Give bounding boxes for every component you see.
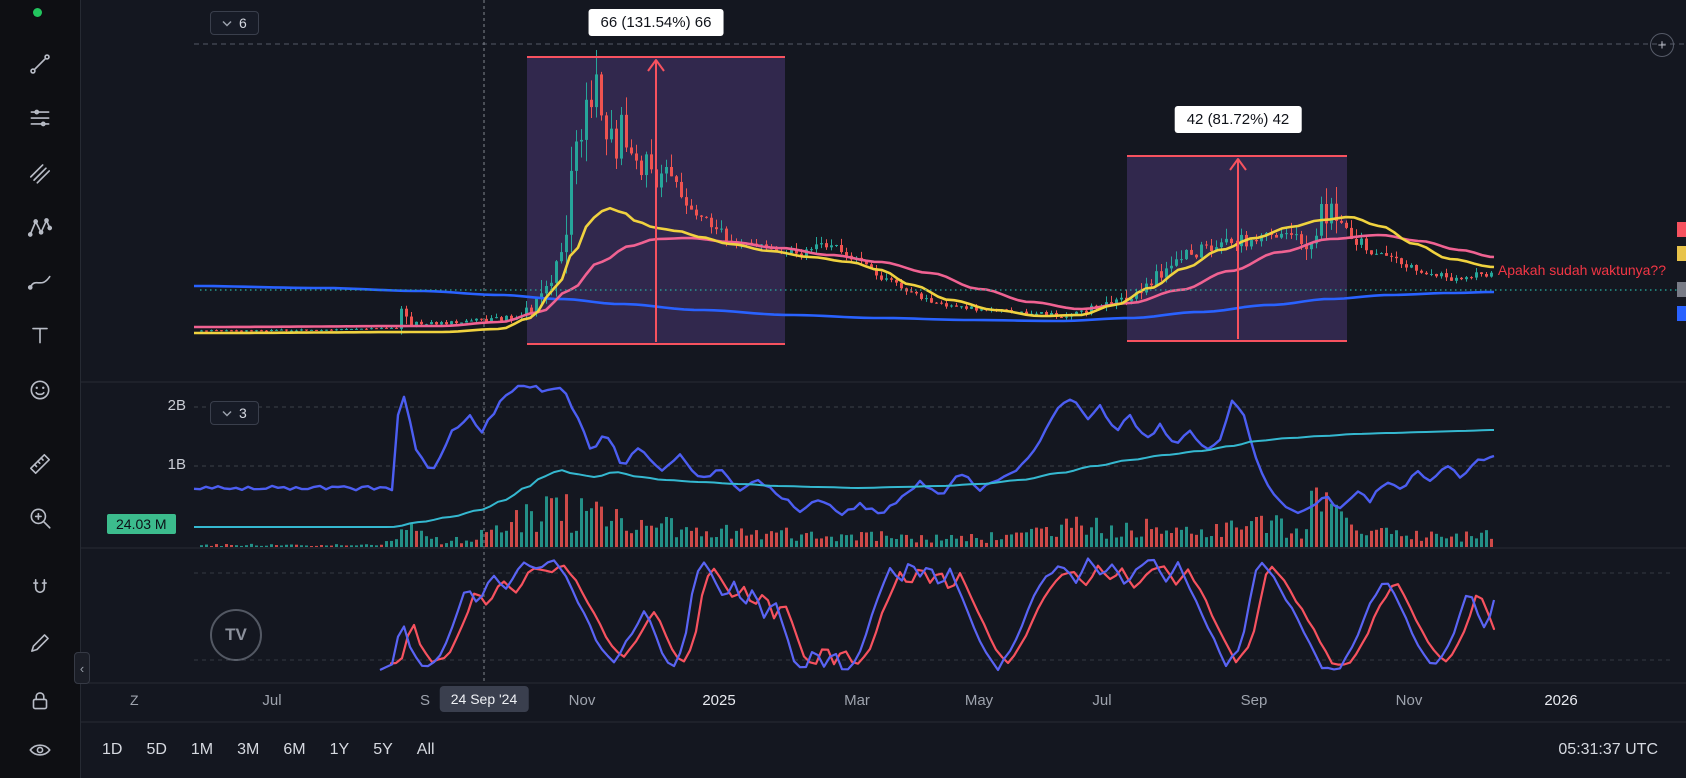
tool-parallel-lines[interactable] [20, 98, 60, 138]
text-tool-icon [32, 327, 48, 344]
tool-ruler[interactable] [20, 444, 60, 484]
timezone-label[interactable]: Z [130, 692, 139, 708]
range-button-5y[interactable]: 5Y [363, 735, 403, 765]
range-button-3m[interactable]: 3M [227, 735, 269, 765]
indicator-count-volume: 3 [239, 405, 247, 421]
price-scale-marker [1677, 222, 1686, 237]
time-axis-label: 2026 [1544, 692, 1578, 709]
tool-pitchfork[interactable] [20, 152, 60, 192]
time-axis-label: Mar [844, 692, 870, 709]
time-axis-label: Jul [1092, 692, 1112, 709]
volume-last-value-badge: 24.03 M [107, 514, 176, 534]
tradingview-logo-watermark[interactable]: TV [210, 609, 262, 661]
indicators-collapsed-button-volume[interactable]: 3 [210, 401, 259, 425]
time-axis-label: Jul [262, 692, 282, 709]
bottom-toolbar: 1D 5D 1M 3M 6M 1Y 5Y All 05:31:37 UTC [80, 722, 1686, 778]
date-range-buttons: 1D 5D 1M 3M 6M 1Y 5Y All [92, 735, 445, 765]
volume-axis-label-1b: 1B [167, 456, 186, 473]
zoom-in-icon [30, 508, 51, 529]
volume-axis-label-2b: 2B [167, 397, 186, 414]
tool-magnet[interactable] [20, 569, 60, 609]
drawing-toolbar [0, 0, 81, 778]
clock-utc[interactable]: 05:31:37 UTC [1558, 741, 1658, 758]
tool-emoji[interactable] [20, 370, 60, 410]
brush-icon [27, 275, 51, 290]
time-axis-label: 2025 [702, 692, 736, 709]
indicators-collapsed-button-main[interactable]: 6 [210, 11, 259, 35]
price-scale-marker [1677, 282, 1686, 297]
tool-pencil[interactable] [20, 623, 60, 663]
parallel-lines-icon [30, 109, 50, 127]
range-button-5d[interactable]: 5D [136, 735, 176, 765]
price-range-label-1[interactable]: 66 (131.54%) 66 [588, 9, 724, 36]
range-button-1y[interactable]: 1Y [320, 735, 360, 765]
collapse-sidebar-button[interactable]: ‹ [74, 652, 90, 684]
tool-xabcd-pattern[interactable] [20, 208, 60, 248]
price-range-label-2[interactable]: 42 (81.72%) 42 [1174, 106, 1302, 133]
chevron-down-icon [222, 410, 232, 417]
eye-icon [29, 744, 51, 756]
chevron-down-icon [222, 20, 232, 27]
lock-icon [32, 692, 48, 710]
time-axis-label: Nov [568, 692, 596, 709]
tool-brush[interactable] [20, 262, 60, 302]
pencil-icon [31, 634, 49, 652]
emoji-icon [30, 380, 50, 400]
connection-status-dot [33, 8, 42, 17]
time-axis[interactable]: Z Jul S Nov 2025 Mar May Jul Sep Nov 2026 24 Sep … [80, 683, 1686, 722]
time-axis-label: Nov [1395, 692, 1423, 709]
crosshair-date-label: 24 Sep '24 [439, 686, 529, 712]
indicator-count-main: 6 [239, 15, 247, 31]
plus-circle-button[interactable]: + [1650, 33, 1674, 57]
price-scale-marker [1677, 306, 1686, 321]
tool-text-tool[interactable] [20, 315, 60, 355]
xabcd-pattern-icon [27, 218, 53, 237]
tool-trend-line[interactable] [20, 44, 60, 84]
range-button-1m[interactable]: 1M [181, 735, 223, 765]
text-annotation[interactable]: Apakah sudah waktunya?? [1497, 262, 1666, 278]
ruler-icon [29, 453, 51, 475]
trend-line-icon [30, 54, 50, 74]
tool-zoom-in[interactable] [20, 498, 60, 538]
price-scale-marker [1677, 246, 1686, 261]
pitchfork-icon [29, 164, 51, 184]
time-axis-label: May [964, 692, 994, 709]
time-axis-label: Sep [1240, 692, 1268, 709]
range-button-6m[interactable]: 6M [273, 735, 315, 765]
range-button-1d[interactable]: 1D [92, 735, 132, 765]
range-button-all[interactable]: All [407, 735, 445, 765]
tool-eye[interactable] [20, 730, 60, 770]
magnet-icon [33, 578, 47, 594]
time-axis-label: S [419, 692, 431, 709]
chevron-left-icon: ‹ [79, 660, 85, 676]
tool-lock[interactable] [20, 681, 60, 721]
